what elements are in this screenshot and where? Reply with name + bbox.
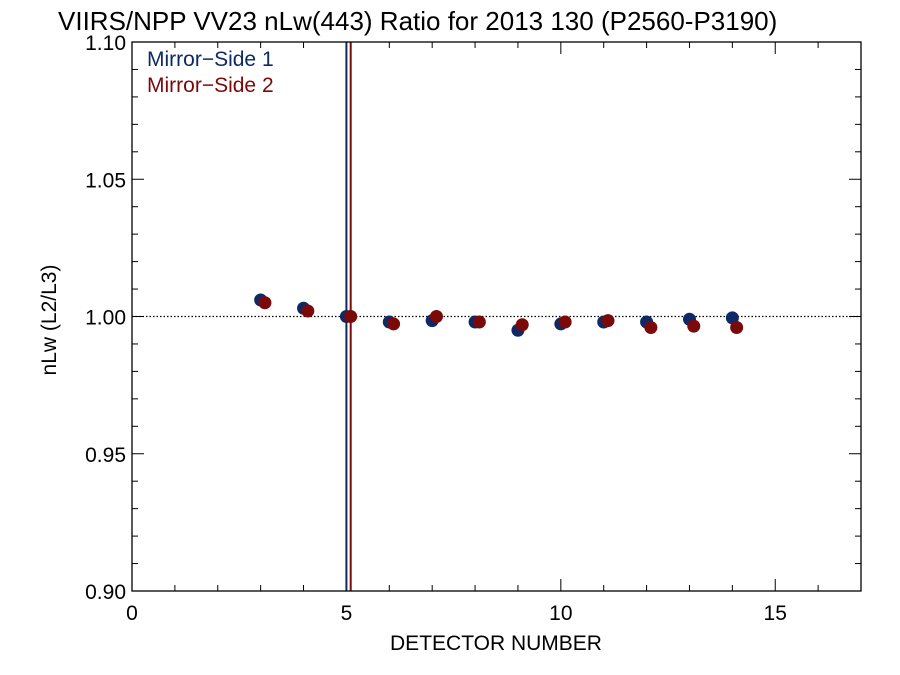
x-tick-label: 10 xyxy=(549,602,572,625)
y-axis-label: nLw (L2/L3) xyxy=(38,265,61,376)
y-tick-label: 1.10 xyxy=(85,32,126,55)
x-tick-label: 5 xyxy=(341,602,353,625)
series-2-point xyxy=(687,319,701,333)
series-2-point xyxy=(429,310,443,323)
series-2-point xyxy=(601,314,615,328)
plot-area: 0 5 10 15 0.90 0.95 1.00 1.05 1.10 Mirror−Side 1 M… xyxy=(85,32,862,625)
series-2-point xyxy=(387,317,401,331)
plot-frame xyxy=(131,41,862,592)
series-2-point xyxy=(301,304,315,318)
series-2-point xyxy=(730,320,744,334)
series-2-point xyxy=(344,310,358,323)
x-tick-label: 0 xyxy=(126,602,138,625)
y-tick-label: 0.90 xyxy=(85,581,126,604)
chart-title: VIIRS/NPP VV23 nLw(443) Ratio for 2013 1… xyxy=(58,6,777,36)
y-tick-label: 1.00 xyxy=(85,307,126,330)
legend-entry-2: Mirror−Side 2 xyxy=(147,74,274,97)
series-2-point xyxy=(644,320,658,334)
y-tick-label: 0.95 xyxy=(85,444,126,467)
series-2-point xyxy=(515,318,529,332)
series-2-point xyxy=(258,296,272,310)
legend-entry-1: Mirror−Side 1 xyxy=(147,48,274,71)
y-tick-label: 1.05 xyxy=(85,169,126,192)
x-axis-label: DETECTOR NUMBER xyxy=(390,632,602,655)
series-2-point xyxy=(558,315,572,329)
x-tick-label: 15 xyxy=(764,602,787,625)
series-2-point xyxy=(472,315,486,329)
